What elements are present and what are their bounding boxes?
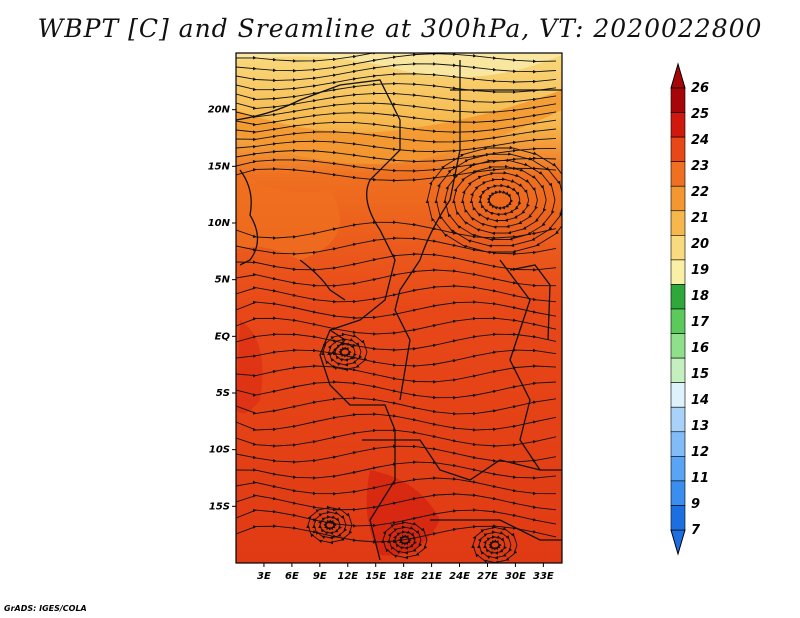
colorbar-arrow-low (670, 529, 686, 556)
streamline (236, 300, 557, 320)
colorbar-label: 14 (691, 393, 709, 408)
colorbar-label: 7 (691, 523, 701, 538)
colorbar-swatch (670, 87, 686, 113)
colorbar-swatch (670, 406, 686, 433)
colorbar-label: 11 (691, 471, 709, 486)
longitude-axis: 3E 6E 9E 12E 15E 18E 21E 24E 27E 30E 33E (257, 563, 554, 582)
colorbar-arrow-high (670, 62, 686, 89)
colorbar-label: 13 (691, 419, 709, 434)
streamlines (236, 53, 562, 563)
streamline (236, 492, 557, 512)
lat-label: 15S (209, 501, 230, 512)
map-panel (235, 52, 563, 564)
country-boundaries (236, 60, 562, 561)
colorbar-swatch (670, 136, 686, 162)
streamline (236, 380, 557, 400)
colorbar-label: 20 (691, 237, 709, 252)
colorbar-label: 26 (691, 81, 709, 96)
colorbar-swatch (670, 235, 686, 261)
lat-label: 10S (209, 445, 230, 456)
plot-title: WBPT [C] and Sreamline at 300hPa, VT: 20… (37, 14, 763, 43)
lon-label: 21E (421, 571, 442, 582)
colorbar-label: 24 (691, 133, 709, 148)
streamline (236, 110, 557, 127)
wbpt-shading (236, 53, 562, 563)
colorbar-swatch (670, 357, 686, 383)
colorbar-swatch (670, 333, 686, 359)
lat-label: 5N (215, 275, 231, 286)
colorbar-label: 17 (691, 315, 710, 330)
streamline (236, 396, 557, 416)
lon-label: 30E (505, 571, 526, 582)
streamline (236, 364, 557, 384)
lat-label: 10N (208, 218, 231, 229)
streamline (236, 119, 557, 134)
colorbar-label: 23 (691, 159, 709, 174)
streamline (321, 332, 368, 372)
colorbar-label: 25 (691, 107, 709, 122)
colorbar-label: 18 (691, 289, 709, 304)
streamline (236, 412, 557, 432)
colorbar-label: 22 (691, 185, 709, 200)
colorbar-label: 12 (691, 445, 709, 460)
lon-label: 12E (337, 571, 358, 582)
streamline (306, 505, 353, 545)
colorbar-swatch (670, 431, 686, 457)
lon-label: 3E (257, 571, 271, 582)
lat-label: 5S (216, 388, 230, 399)
colorbar-label: 15 (691, 367, 709, 382)
streamline (236, 476, 557, 496)
credit-text: GrADS: IGES/COLA (4, 604, 87, 613)
map-frame (235, 52, 563, 564)
colorbar-swatch (670, 210, 686, 236)
colorbar-label: 19 (691, 263, 709, 278)
latitude-axis: 20N 15N 10N 5N EQ 5S 10S 15S (208, 105, 236, 512)
streamline (381, 520, 428, 560)
lon-label: 33E (533, 571, 554, 582)
colorbar-swatch (670, 456, 686, 482)
colorbar-swatch (670, 308, 686, 334)
lon-label: 6E (285, 571, 299, 582)
colorbar-swatch (670, 161, 686, 187)
colorbar-swatch (670, 185, 686, 212)
colorbar-swatch (670, 259, 686, 285)
colorbar-label: 21 (691, 211, 709, 226)
lat-label: EQ (215, 331, 231, 342)
lat-label: 15N (208, 161, 231, 172)
colorbar-swatch (670, 284, 686, 310)
colorbar-swatch (670, 505, 686, 531)
lat-label: 20N (208, 105, 231, 116)
colorbar-swatch (670, 382, 686, 408)
lon-label: 27E (477, 571, 498, 582)
lon-label: 18E (393, 571, 414, 582)
streamline (471, 525, 518, 563)
colorbar-label: 9 (691, 497, 700, 512)
colorbar-swatch (670, 480, 686, 506)
colorbar: 26 25 24 23 22 21 20 19 18 17 16 15 14 13 12 11 9 7 (670, 62, 710, 556)
colorbar-label: 16 (691, 341, 709, 356)
streamline (236, 284, 557, 304)
streamline (236, 268, 556, 288)
lon-label: 15E (365, 571, 386, 582)
colorbar-swatch (670, 112, 686, 138)
lon-label: 9E (313, 571, 327, 582)
lon-label: 24E (449, 571, 470, 582)
